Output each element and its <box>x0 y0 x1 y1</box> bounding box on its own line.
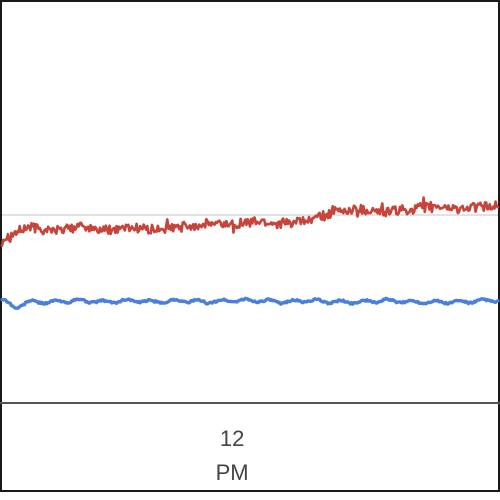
series-line-1 <box>0 296 500 310</box>
x-tick-label-0-line2: PM <box>216 460 249 485</box>
series-layer <box>0 196 500 310</box>
tick-layer: 12 PM <box>216 426 249 485</box>
x-tick-label-0-line1: 12 <box>220 426 244 451</box>
series-line-0 <box>0 196 500 247</box>
